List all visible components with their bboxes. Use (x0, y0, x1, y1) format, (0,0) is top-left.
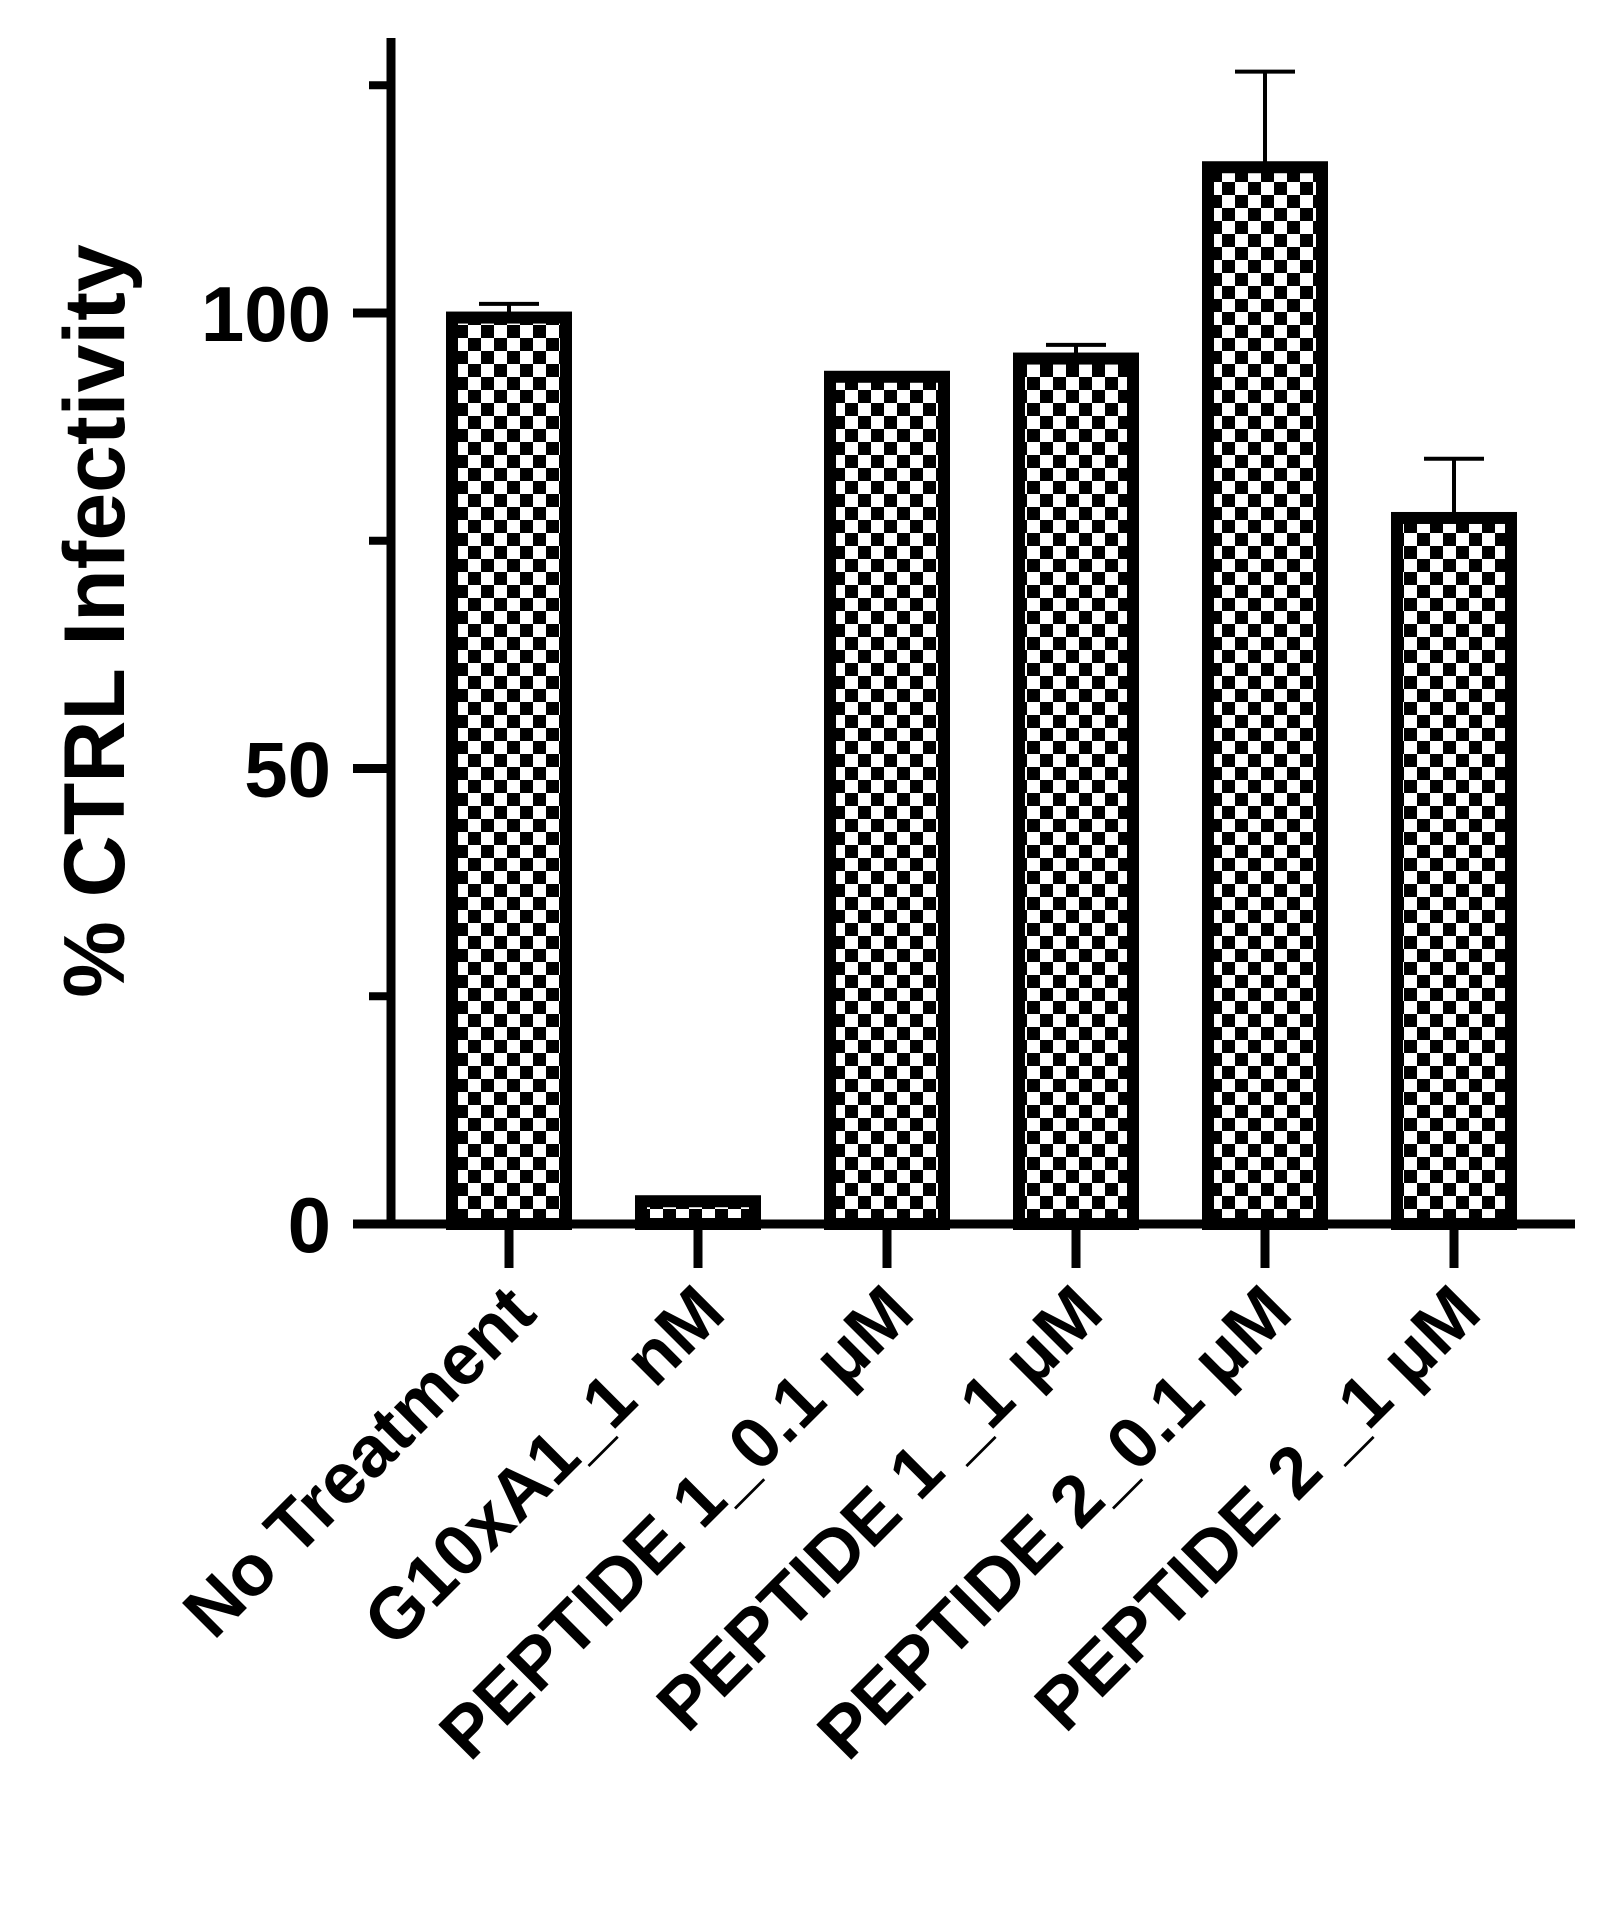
bar (1013, 352, 1139, 1230)
y-tick-label: 100 (201, 270, 331, 358)
bar (1391, 511, 1517, 1230)
y-axis-title: % CTRL Infectivity (47, 244, 143, 998)
bars (446, 69, 1517, 1231)
y-tick-label: 50 (244, 726, 331, 814)
bar (635, 1195, 761, 1230)
y-axis: 0 50 100 (201, 38, 396, 1269)
x-axis (387, 1219, 1575, 1268)
y-tick-label: 0 (288, 1181, 331, 1269)
bar (446, 311, 572, 1230)
bar (1202, 161, 1328, 1231)
bar (824, 370, 950, 1230)
